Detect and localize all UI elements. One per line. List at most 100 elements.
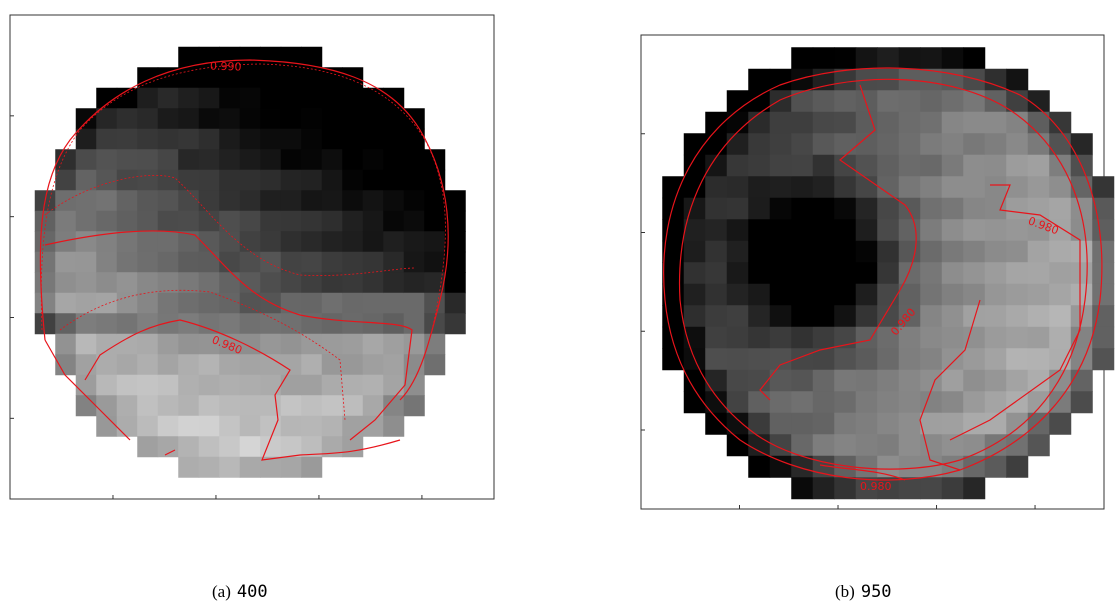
pixel (280, 251, 302, 273)
pixel (321, 108, 343, 130)
pixel (662, 283, 685, 306)
pixel (342, 87, 364, 109)
pixel (383, 210, 405, 232)
pixel (920, 412, 943, 435)
pixel (301, 272, 323, 294)
pixel (219, 67, 241, 89)
pixel (116, 108, 138, 130)
pixel (941, 369, 964, 392)
pixel (812, 434, 835, 457)
pixel (920, 326, 943, 349)
pixel (748, 176, 771, 199)
pixel (748, 240, 771, 263)
contour (44, 175, 416, 276)
pixel (748, 154, 771, 177)
pixel (834, 90, 857, 113)
pixel (941, 391, 964, 414)
pixel (403, 231, 425, 253)
pixel (920, 90, 943, 113)
pixel (1070, 391, 1093, 414)
pixel (877, 176, 900, 199)
pixel (1027, 262, 1050, 285)
pixel (726, 391, 749, 414)
pixel (178, 46, 200, 68)
pixel (178, 190, 200, 212)
pixel (812, 176, 835, 199)
pixel (1006, 133, 1029, 156)
pixel (812, 219, 835, 242)
pixel (321, 354, 343, 376)
pixel (239, 46, 261, 68)
pixel (1049, 154, 1072, 177)
pixel (941, 477, 964, 500)
pixel (157, 169, 179, 191)
pixel (75, 149, 97, 171)
pixel (898, 283, 921, 306)
pixel (178, 313, 200, 335)
pixel (178, 128, 200, 150)
pixel (963, 68, 986, 91)
pixel (239, 292, 261, 314)
pixel (834, 219, 857, 242)
pixel (75, 251, 97, 273)
contour (678, 78, 1088, 470)
pixel (984, 262, 1007, 285)
pixel (748, 197, 771, 220)
pixel (198, 374, 220, 396)
pixel (424, 292, 446, 314)
pixel (683, 262, 706, 285)
pixel (963, 412, 986, 435)
pixel (75, 169, 97, 191)
pixel (748, 391, 771, 414)
pixel (75, 190, 97, 212)
pixel (342, 395, 364, 417)
pixel (1070, 219, 1093, 242)
pixel (55, 333, 77, 355)
pixel (280, 108, 302, 130)
pixel (963, 197, 986, 220)
pixel (984, 283, 1007, 306)
pixel (963, 283, 986, 306)
pixel (137, 149, 159, 171)
pixel (1049, 176, 1072, 199)
pixel (198, 395, 220, 417)
pixel (260, 231, 282, 253)
pixel (260, 46, 282, 68)
pixel (984, 348, 1007, 371)
pixel (877, 240, 900, 263)
pixel (898, 305, 921, 328)
pixel (791, 154, 814, 177)
pixel (683, 391, 706, 414)
pixel (769, 369, 792, 392)
pixel (198, 292, 220, 314)
pixel (898, 326, 921, 349)
pixel (941, 47, 964, 70)
pixel (424, 251, 446, 273)
pixel (812, 197, 835, 220)
pixel (898, 455, 921, 478)
pixel (178, 395, 200, 417)
pixel (877, 262, 900, 285)
pixel (321, 272, 343, 294)
pixel (705, 369, 728, 392)
pixel (683, 219, 706, 242)
pixel (178, 231, 200, 253)
pixel (834, 391, 857, 414)
pixel (280, 415, 302, 437)
pixel (812, 154, 835, 177)
pixel (157, 395, 179, 417)
pixel (198, 415, 220, 437)
pixel (55, 313, 77, 335)
pixel (321, 395, 343, 417)
pixel (791, 47, 814, 70)
pixel (424, 272, 446, 294)
pixel (941, 154, 964, 177)
pixel (877, 455, 900, 478)
contour-label: 0.980 (860, 480, 892, 493)
pixel (984, 68, 1007, 91)
pixel (834, 412, 857, 435)
pixel (321, 251, 343, 273)
pixel (1070, 240, 1093, 263)
pixel (260, 128, 282, 150)
pixel (444, 292, 466, 314)
